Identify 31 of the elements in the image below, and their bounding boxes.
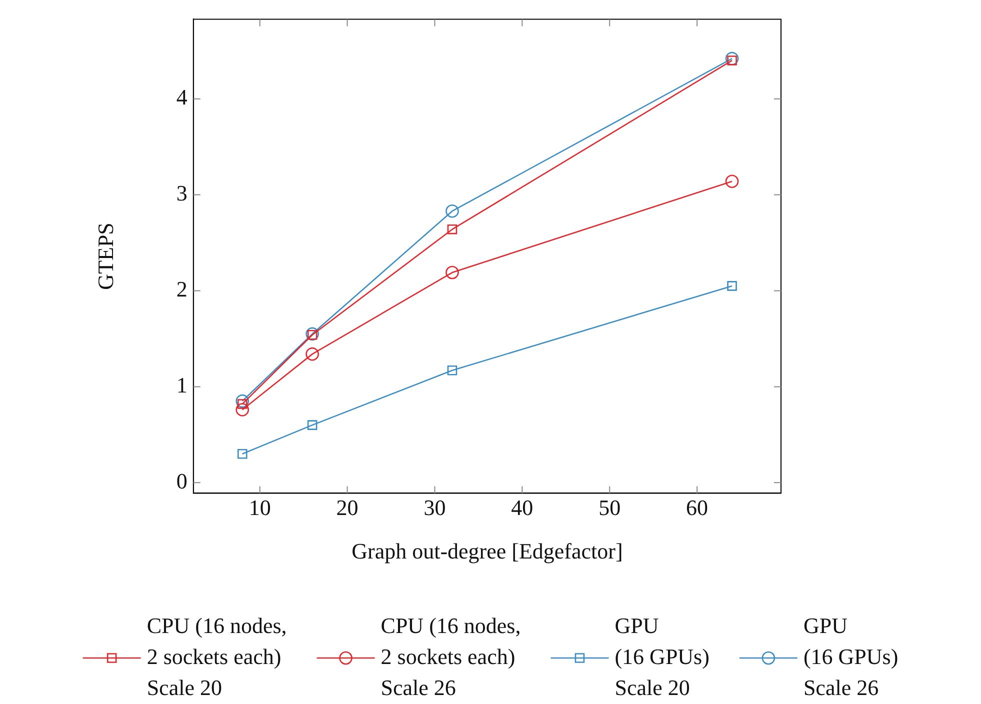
- y-tick-label: 0: [176, 468, 188, 494]
- point: [447, 224, 458, 234]
- x-tick-label: 50: [598, 495, 621, 520]
- y-tick-label: 1: [176, 372, 188, 398]
- point: [446, 204, 459, 218]
- legend-label: CPU (16 nodes, 2 sockets each) Scale 20: [146, 612, 287, 700]
- point: [306, 327, 319, 341]
- x-tick-label: 10: [248, 495, 271, 520]
- y-tick-label: 2: [176, 276, 188, 302]
- point: [447, 365, 458, 376]
- x-tick-label: 40: [511, 495, 534, 520]
- legend-label: CPU (16 nodes, 2 sockets each) Scale 26: [380, 612, 521, 700]
- x-axis-title: Graph out-degree [Edgefactor]: [352, 538, 623, 564]
- point: [236, 394, 250, 408]
- x-tick-label: 30: [424, 495, 446, 520]
- legend-label: GPU (16 GPUs) Scale 26: [803, 612, 898, 700]
- point: [446, 266, 459, 280]
- y-tick-label: 4: [176, 84, 188, 110]
- x-tick-label: 20: [336, 495, 358, 520]
- point: [725, 174, 739, 188]
- y-tick-label: 3: [176, 180, 188, 206]
- legend-label: GPU (16 GPUs) Scale 20: [614, 612, 710, 700]
- y-axis-title: GTEPS: [92, 222, 118, 290]
- point: [237, 448, 248, 459]
- point: [237, 399, 248, 409]
- x-tick-label: 60: [686, 495, 708, 520]
- point: [725, 52, 739, 66]
- point: [727, 281, 737, 291]
- point: [306, 347, 319, 361]
- point: [307, 420, 318, 430]
- point: [236, 403, 250, 416]
